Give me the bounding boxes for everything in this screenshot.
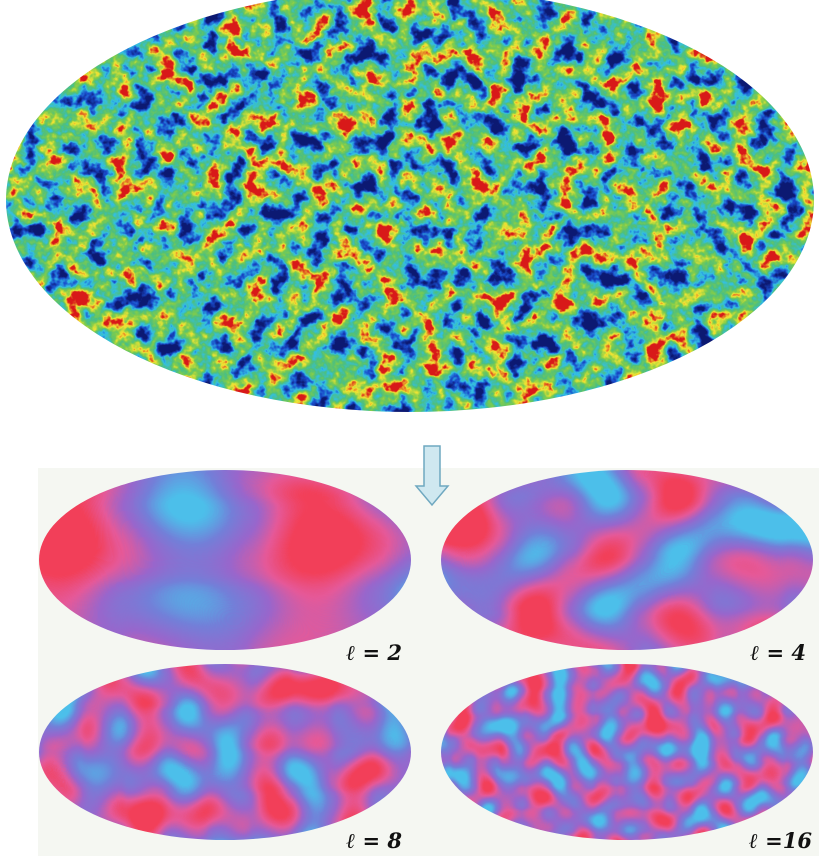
harmonic-map <box>441 664 813 840</box>
multipole-label: ℓ = 2 <box>346 640 402 665</box>
harmonic-map <box>39 470 411 650</box>
cmb-sky-map <box>6 0 814 412</box>
multipole-label: ℓ = 4 <box>750 640 806 665</box>
multipole-label: ℓ = 8 <box>346 828 402 853</box>
harmonic-map <box>39 664 411 840</box>
multipole-label: ℓ =16 <box>749 828 812 853</box>
harmonic-map <box>441 470 813 650</box>
figure: ℓ = 2 ℓ = 4 ℓ = 8 ℓ =16 <box>0 0 819 856</box>
